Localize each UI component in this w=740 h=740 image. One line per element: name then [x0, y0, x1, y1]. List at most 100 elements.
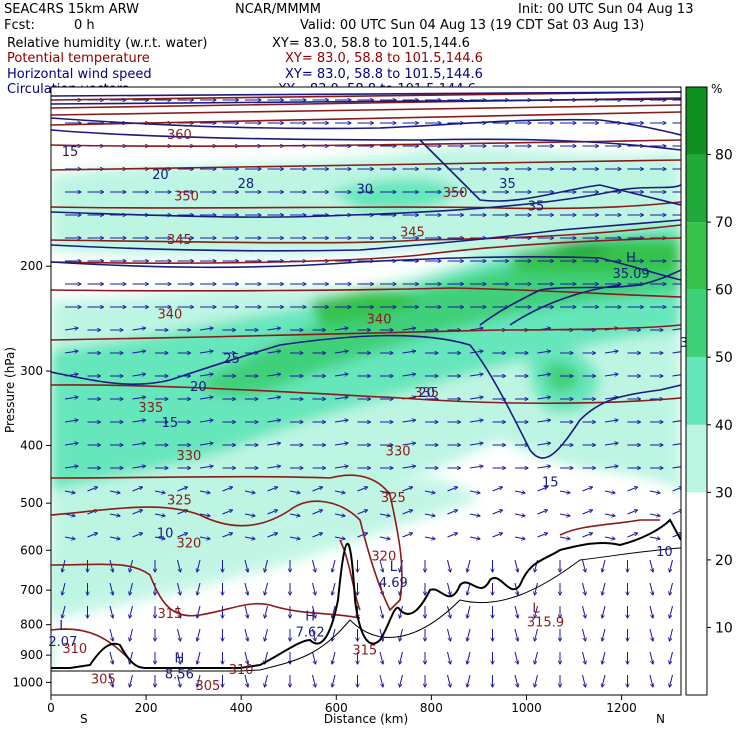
theta-label: 320 [371, 549, 396, 564]
theta-label: 315 [157, 607, 182, 622]
wind-vector [514, 605, 518, 618]
x-axis-title: Distance (km) [324, 712, 408, 726]
wind-vector [535, 628, 538, 641]
wind-vector [649, 628, 653, 641]
wind-vector [469, 397, 483, 399]
wind-vector [132, 351, 146, 353]
wind-vector [265, 605, 268, 618]
colorbar-label: 40 [715, 418, 733, 434]
wind-vector [334, 491, 345, 493]
theta-label: 340 [157, 307, 182, 322]
colorbar-label: 20 [715, 553, 733, 569]
wind-vector [467, 651, 471, 664]
wind-vector [334, 514, 345, 516]
wind-vector [649, 537, 660, 539]
wind-vector [177, 628, 181, 641]
wind-vector [514, 559, 518, 572]
wind-vector [402, 351, 416, 353]
theta-label: 350 [443, 186, 468, 201]
wind-vector [649, 559, 653, 572]
wind-vector [672, 374, 681, 377]
wind-vector [379, 559, 383, 572]
wind-vector [514, 651, 518, 664]
wind-vector [649, 651, 653, 664]
wind-vector [177, 605, 181, 618]
wind-vector [379, 514, 390, 516]
wind-vector [467, 582, 471, 595]
wind-vector [199, 374, 213, 376]
wind-vector [197, 582, 201, 595]
wind-vector [222, 510, 233, 515]
wind-vector [132, 466, 146, 468]
wind-vector [312, 628, 316, 641]
theta-label: 310 [229, 663, 254, 678]
wind-vector [447, 605, 451, 618]
wind-label: 15 [162, 416, 179, 431]
theta-label: 325 [381, 491, 406, 506]
wind-vector [582, 674, 586, 687]
model-title: SEAC4RS 15km ARW [4, 2, 139, 17]
colorbar-swatch [686, 424, 707, 493]
x-tick-label: 1000 [511, 701, 542, 715]
wind-vector [267, 397, 281, 399]
forecast-value: 0 h [74, 18, 95, 33]
wind-vector [87, 533, 98, 538]
wind-vector [670, 674, 673, 687]
wind-vector [132, 397, 146, 399]
wind-vector [312, 510, 323, 515]
wind-vector [62, 605, 66, 618]
wind-vector [109, 628, 113, 641]
colorbar-frame [685, 86, 708, 696]
wind-vector [469, 328, 483, 330]
wind-vector [447, 628, 451, 641]
wind-vector [400, 651, 403, 664]
wind-vector [469, 443, 483, 445]
wind-vector [244, 674, 248, 687]
wind-vector [197, 651, 201, 664]
wind-vector [109, 491, 120, 493]
wind-vector [199, 491, 210, 493]
organization: NCAR/MMMM [235, 2, 321, 17]
wind-vector [334, 374, 348, 376]
colorbar: 10 20 30 40 50 60 70 80 [685, 86, 733, 696]
wind-vector [469, 466, 483, 468]
y-tick-label: 200 [20, 259, 43, 273]
wind-vector [332, 628, 336, 641]
wind-vector [402, 420, 416, 422]
wind-vector [109, 605, 113, 618]
wind-label: 20 [418, 386, 435, 401]
wind-vector [537, 510, 548, 515]
y-tick-label: 500 [20, 496, 43, 510]
wind-contours [51, 91, 681, 459]
wind-vector [602, 651, 606, 664]
wind-vector [357, 533, 368, 538]
extremum-value: 35.09 [612, 267, 649, 282]
extremum-type: L [390, 560, 398, 575]
wind-vector [424, 537, 435, 539]
wind-vector [334, 420, 348, 422]
wind-vector [672, 420, 681, 423]
colorbar-swatch [686, 154, 707, 223]
wind-vector [602, 674, 606, 687]
colorbar-label: 70 [715, 215, 733, 231]
wind-vector [222, 487, 233, 492]
theta-label: 340 [367, 313, 392, 328]
plot-frame [50, 86, 682, 696]
x-end-label-south: S [80, 712, 88, 726]
wind-vector [267, 533, 278, 538]
field-name-theta: Potential temperature [7, 51, 150, 66]
wind-vector [64, 466, 78, 468]
wind-vector [670, 628, 673, 641]
y-axis: 200 300 400 500 600 700 800 900 1000 [12, 259, 51, 689]
wind-vector [469, 537, 480, 539]
wind-vector [64, 537, 75, 539]
wind-vector [312, 533, 323, 538]
extremum-type: H [305, 610, 315, 625]
wind-vector [199, 466, 213, 468]
x-tick-label: 200 [135, 701, 158, 715]
x-tick-label: 600 [325, 701, 348, 715]
wind-vector [514, 537, 525, 539]
wind-vector [267, 443, 281, 445]
wind-vector [244, 537, 255, 539]
wind-vector [109, 582, 113, 595]
